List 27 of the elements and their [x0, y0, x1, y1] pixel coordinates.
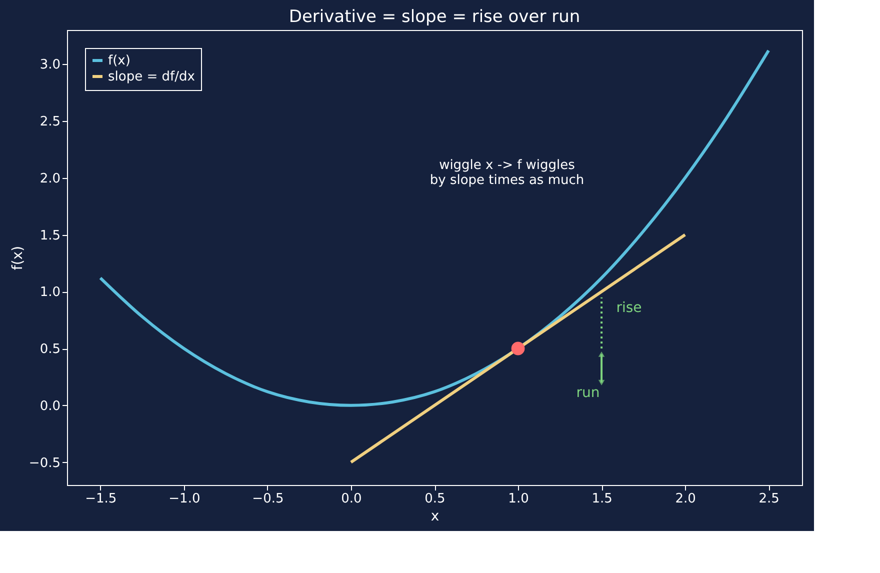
legend-label: slope = df/dx [108, 70, 196, 84]
annotation: run [576, 385, 600, 401]
point [511, 342, 525, 356]
legend-label: f(x) [108, 54, 130, 68]
annotation: wiggle x -> f wiggles by slope times as much [430, 158, 584, 188]
y-tick-label: 2.0 [40, 171, 60, 186]
x-tick-label: 1.5 [592, 492, 612, 506]
y-tick-label: 2.5 [40, 114, 60, 130]
y-tick-label: −0.5 [28, 456, 60, 471]
y-tick-label: 1.5 [40, 228, 60, 244]
line-series [98, 48, 770, 407]
y-tick-label: 0.0 [40, 398, 60, 414]
x-tick-label: −1.5 [85, 492, 117, 506]
x-axis-title: x [430, 508, 440, 524]
x-tick-label: 0.0 [341, 492, 362, 506]
x-tick-label: −0.5 [252, 492, 284, 506]
x-tick-label: −1.0 [168, 492, 200, 506]
x-tick-label: 0.5 [424, 492, 446, 506]
x-tick-label: 2.5 [758, 492, 780, 506]
y-axis-title: f(x) [10, 246, 26, 270]
y-tick-label: 0.5 [40, 342, 60, 357]
y-tick-label: 3.0 [40, 58, 60, 73]
chart-title: Derivative = slope = rise over run [288, 7, 580, 27]
y-tick-label: 1.0 [40, 285, 60, 300]
x-tick-label: 1.0 [508, 492, 529, 506]
annotation: rise [616, 300, 642, 316]
x-tick-label: 2.0 [675, 492, 696, 506]
